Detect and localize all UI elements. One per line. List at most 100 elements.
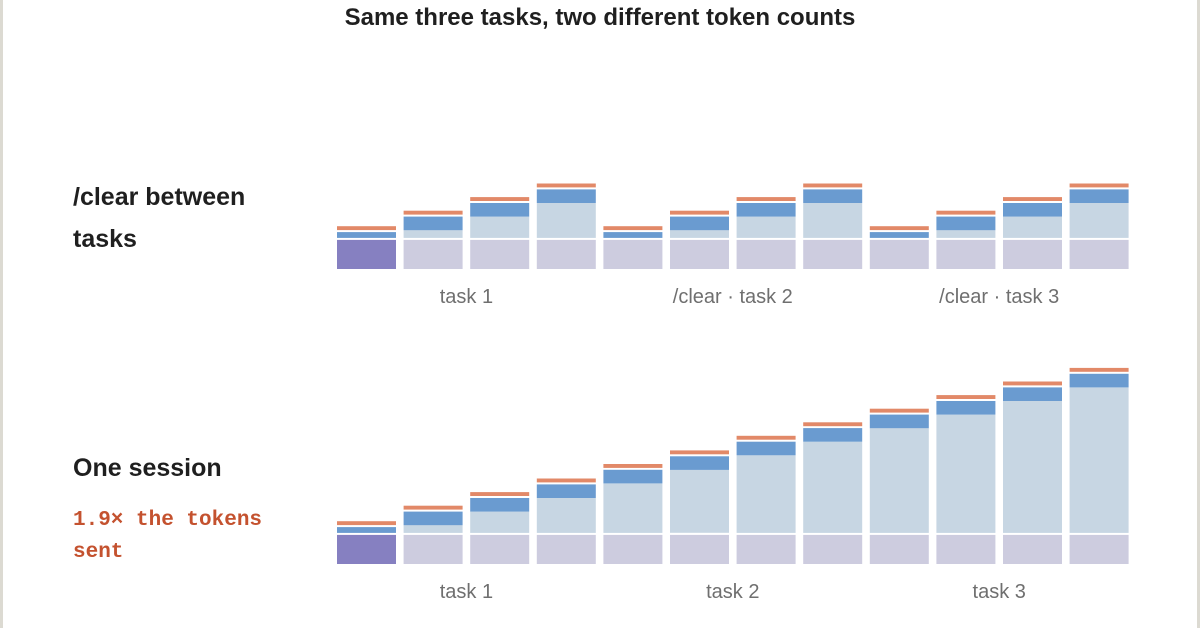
token-multiplier-note: 1.9× the tokens sent — [73, 509, 263, 564]
bar-12-context-segment — [1069, 203, 1129, 238]
bar-10-base-segment — [936, 534, 996, 564]
bar-8-output-segment — [803, 422, 863, 427]
bar-2-input-segment — [403, 216, 463, 231]
bar-7-input-segment — [736, 441, 796, 456]
bar-2-context-segment — [403, 525, 463, 533]
bar-5-base-segment — [603, 534, 663, 564]
bar-8-context-segment — [803, 203, 863, 238]
bar-3-output-segment — [470, 492, 530, 496]
group-label-1: task 1 — [440, 581, 493, 603]
bar-9-base-segment — [869, 239, 929, 269]
bar-10-base-segment — [936, 239, 996, 269]
bar-6-context-segment — [670, 469, 729, 533]
bar-11-output-segment — [1003, 381, 1062, 386]
bar-5-context-segment — [603, 483, 663, 533]
bar-1-base-segment — [337, 239, 396, 269]
bar-7-context-segment — [736, 216, 796, 238]
bar-11-input-segment — [1003, 203, 1062, 217]
bar-8-input-segment — [803, 189, 863, 203]
bar-5-output-segment — [603, 464, 663, 468]
bar-11-base-segment — [1003, 534, 1062, 564]
bar-4-context-segment — [536, 498, 596, 533]
bar-3-context-segment — [470, 216, 530, 238]
bar-10-output-segment — [936, 395, 996, 399]
bar-12-output-segment — [1069, 183, 1129, 188]
bar-2-output-segment — [403, 505, 463, 510]
bar-11-context-segment — [1003, 401, 1062, 533]
bar-6-output-segment — [670, 210, 729, 215]
bar-4-context-segment — [536, 203, 596, 238]
bar-9-input-segment — [869, 414, 929, 429]
bar-4-base-segment — [536, 534, 596, 564]
bar-4-input-segment — [536, 189, 596, 203]
bar-6-input-segment — [670, 456, 729, 470]
bar-1-base-segment — [337, 534, 396, 564]
bar-2-base-segment — [403, 534, 463, 564]
group-label-1: task 1 — [440, 286, 493, 308]
bar-9-context-segment — [869, 428, 929, 533]
bar-10-output-segment — [936, 210, 996, 215]
bar-11-context-segment — [1003, 216, 1062, 238]
bar-12-base-segment — [1069, 239, 1129, 269]
bar-3-output-segment — [470, 197, 530, 201]
group-label-3: /clear · task 3 — [939, 286, 1059, 308]
bar-5-base-segment — [603, 239, 663, 269]
bar-5-output-segment — [603, 226, 663, 231]
bar-8-output-segment — [803, 183, 863, 188]
bar-10-input-segment — [936, 401, 996, 415]
bar-1-output-segment — [337, 226, 396, 231]
bar-2-context-segment — [403, 230, 463, 238]
bar-3-base-segment — [470, 534, 530, 564]
bar-1-input-segment — [337, 232, 396, 238]
bar-5-input-segment — [603, 232, 663, 238]
bar-7-input-segment — [736, 203, 796, 217]
bar-8-base-segment — [803, 534, 863, 564]
bar-7-output-segment — [736, 435, 796, 440]
bar-9-output-segment — [869, 408, 929, 413]
chart-title: Same three tasks, two different token co… — [344, 4, 856, 31]
bar-6-base-segment — [670, 534, 729, 564]
bar-6-output-segment — [670, 450, 729, 455]
bar-3-input-segment — [470, 498, 530, 512]
bar-8-base-segment — [803, 239, 863, 269]
bar-11-output-segment — [1003, 197, 1062, 201]
frame-right-border — [1197, 0, 1200, 628]
bar-12-context-segment — [1069, 387, 1129, 533]
group-label-2: task 2 — [706, 581, 759, 603]
bar-3-context-segment — [470, 511, 530, 533]
bar-9-output-segment — [869, 226, 929, 231]
bar-10-context-segment — [936, 230, 996, 238]
bar-10-context-segment — [936, 414, 996, 533]
bar-11-base-segment — [1003, 239, 1062, 269]
bar-7-output-segment — [736, 197, 796, 201]
bar-6-base-segment — [670, 239, 729, 269]
bar-12-output-segment — [1069, 367, 1129, 372]
bar-7-context-segment — [736, 455, 796, 533]
bar-4-base-segment — [536, 239, 596, 269]
bar-6-input-segment — [670, 216, 729, 231]
frame-left-border — [0, 0, 3, 628]
bar-6-context-segment — [670, 230, 729, 238]
row-label-one-session: One session — [73, 454, 222, 482]
bar-2-base-segment — [403, 239, 463, 269]
bar-11-input-segment — [1003, 387, 1062, 401]
group-label-2: /clear · task 2 — [673, 286, 793, 308]
bar-4-output-segment — [536, 183, 596, 188]
bar-12-input-segment — [1069, 373, 1129, 388]
bar-3-base-segment — [470, 239, 530, 269]
bar-9-base-segment — [869, 534, 929, 564]
bar-7-base-segment — [736, 534, 796, 564]
bar-7-base-segment — [736, 239, 796, 269]
bar-3-input-segment — [470, 203, 530, 217]
bar-9-input-segment — [869, 232, 929, 238]
bar-1-input-segment — [337, 527, 396, 533]
bar-5-input-segment — [603, 469, 663, 484]
bar-1-output-segment — [337, 521, 396, 526]
row-label-clear: /clear between tasks — [73, 183, 246, 253]
bar-8-input-segment — [803, 428, 863, 442]
bar-2-output-segment — [403, 210, 463, 215]
bar-10-input-segment — [936, 216, 996, 231]
bar-8-context-segment — [803, 441, 863, 533]
bar-4-output-segment — [536, 478, 596, 483]
bar-12-base-segment — [1069, 534, 1129, 564]
